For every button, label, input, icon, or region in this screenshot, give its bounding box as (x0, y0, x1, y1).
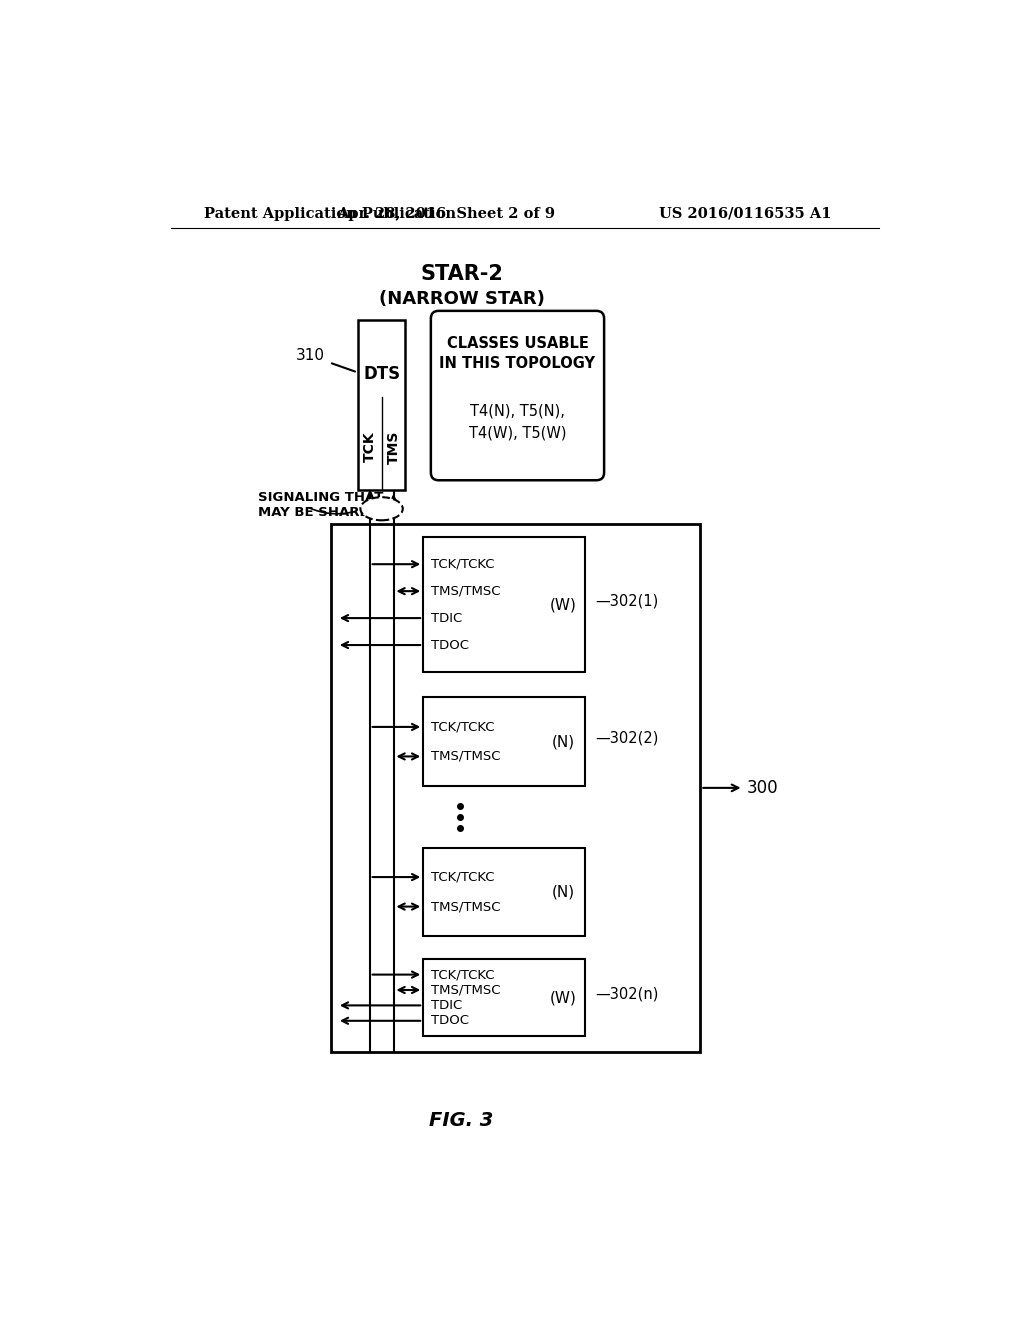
Text: TCK: TCK (362, 432, 377, 462)
Bar (423, 960, 585, 1036)
Text: TDIC: TDIC (431, 611, 462, 624)
Text: TMS/TMSC: TMS/TMSC (431, 983, 501, 997)
Text: T4(N), T5(N),: T4(N), T5(N), (470, 404, 565, 418)
Text: (W): (W) (550, 990, 577, 1006)
Text: TCK/TCKC: TCK/TCKC (431, 721, 495, 734)
Text: (N): (N) (552, 734, 574, 750)
Bar (423, 697, 585, 785)
Text: CLASSES USABLE: CLASSES USABLE (446, 335, 589, 351)
Text: —302(2): —302(2) (596, 730, 659, 746)
Text: IN THIS TOPOLOGY: IN THIS TOPOLOGY (439, 355, 596, 371)
Bar (331, 524, 700, 1052)
Text: Apr. 28, 2016  Sheet 2 of 9: Apr. 28, 2016 Sheet 2 of 9 (337, 207, 555, 220)
Text: Patent Application Publication: Patent Application Publication (204, 207, 456, 220)
Text: TMS: TMS (386, 430, 400, 463)
Text: 310: 310 (296, 348, 325, 363)
Text: DTS: DTS (364, 366, 400, 383)
Bar (357, 321, 406, 490)
Bar (423, 537, 585, 672)
Text: TMS/TMSC: TMS/TMSC (431, 900, 501, 913)
Text: FIG. 3: FIG. 3 (429, 1111, 494, 1130)
Text: TCK/TCKC: TCK/TCKC (431, 968, 495, 981)
Text: TDOC: TDOC (431, 1014, 469, 1027)
Text: TMS/TMSC: TMS/TMSC (431, 585, 501, 598)
Text: —302(n): —302(n) (596, 986, 659, 1002)
Text: TDIC: TDIC (431, 999, 462, 1012)
Text: TCK/TCKC: TCK/TCKC (431, 557, 495, 570)
Text: TMS/TMSC: TMS/TMSC (431, 750, 501, 763)
Text: STAR-2: STAR-2 (420, 264, 503, 284)
Text: MAY BE SHARED: MAY BE SHARED (258, 506, 379, 519)
Ellipse shape (360, 498, 402, 520)
Text: 300: 300 (746, 779, 778, 797)
Text: TDOC: TDOC (431, 639, 469, 652)
Text: (W): (W) (550, 597, 577, 612)
FancyBboxPatch shape (431, 312, 604, 480)
Text: —302(1): —302(1) (596, 593, 658, 609)
Text: US 2016/0116535 A1: US 2016/0116535 A1 (658, 207, 831, 220)
Text: (NARROW STAR): (NARROW STAR) (379, 290, 545, 309)
Bar (423, 847, 585, 936)
Text: TCK/TCKC: TCK/TCKC (431, 871, 495, 883)
Text: SIGNALING THAT: SIGNALING THAT (258, 491, 383, 504)
Text: T4(W), T5(W): T4(W), T5(W) (469, 425, 566, 440)
Text: (N): (N) (552, 884, 574, 899)
